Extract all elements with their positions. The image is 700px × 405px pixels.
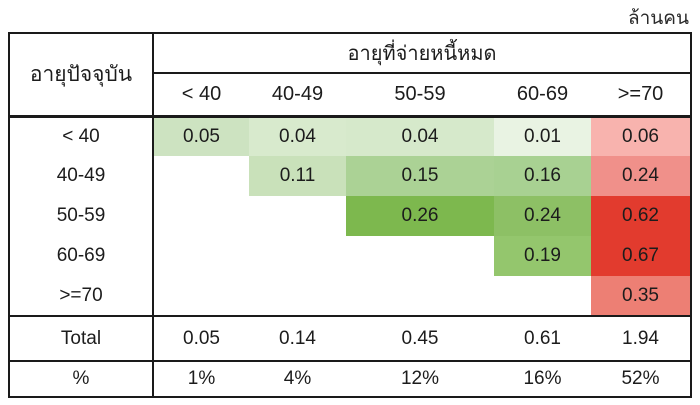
summary-body: Total 0.05 0.14 0.45 0.61 1.94 % 1% 4% 12% 16% 52% xyxy=(9,316,692,397)
col-header: >=70 xyxy=(617,82,664,105)
matrix-cell: 0.24 xyxy=(494,196,591,236)
percent-cell: 52% xyxy=(621,368,660,389)
matrix-row: 40-49 0.11 0.15 0.16 0.24 xyxy=(9,156,692,196)
matrix-cell xyxy=(494,276,591,316)
debt-payoff-age-table: อายุปัจจุบัน อายุที่จ่ายหนี้หมด < 40 40-4… xyxy=(8,32,693,398)
total-row: Total 0.05 0.14 0.45 0.61 1.94 xyxy=(9,316,692,361)
matrix-row: 50-59 0.26 0.24 0.62 xyxy=(9,196,692,236)
percent-cell: 4% xyxy=(283,368,312,389)
matrix-cell: 0.04 xyxy=(249,116,346,156)
col-header: 60-69 xyxy=(516,82,569,105)
matrix-cell: 0.26 xyxy=(346,196,494,236)
matrix-cell: 0.67 xyxy=(591,236,692,276)
row-axis-title: อายุปัจจุบัน xyxy=(9,33,154,116)
row-header: 60-69 xyxy=(9,236,154,276)
row-header: >=70 xyxy=(9,276,154,316)
matrix-row: < 40 0.05 0.04 0.04 0.01 0.06 xyxy=(9,116,692,156)
matrix-cell xyxy=(249,196,346,236)
matrix-cell xyxy=(153,196,249,236)
total-cell: 0.61 xyxy=(524,327,561,349)
unit-label: ล้านคน xyxy=(628,8,689,29)
row-header: 50-59 xyxy=(9,196,154,236)
total-cell: 0.14 xyxy=(279,327,316,349)
percent-label: % xyxy=(9,361,154,397)
col-header: 40-49 xyxy=(271,82,324,105)
matrix-cell xyxy=(153,156,249,196)
matrix-body: < 40 0.05 0.04 0.04 0.01 0.06 40-49 0.11 0.15 0.1… xyxy=(9,116,692,316)
percent-cell: 12% xyxy=(400,368,440,389)
col-header: 50-59 xyxy=(394,82,446,105)
matrix-cell xyxy=(153,236,249,276)
matrix-cell: 0.15 xyxy=(346,156,494,196)
matrix-cell: 0.04 xyxy=(346,116,494,156)
matrix-cell: 0.01 xyxy=(494,116,591,156)
matrix-row: 60-69 0.19 0.67 xyxy=(9,236,692,276)
row-header: < 40 xyxy=(9,116,154,156)
matrix-cell: 0.06 xyxy=(591,116,692,156)
matrix-cell xyxy=(346,276,494,316)
matrix-cell: 0.16 xyxy=(494,156,591,196)
table-header: อายุปัจจุบัน อายุที่จ่ายหนี้หมด < 40 40-4… xyxy=(9,33,692,116)
total-cell: 1.94 xyxy=(622,327,659,349)
total-label: Total xyxy=(9,316,154,361)
col-header: < 40 xyxy=(181,82,222,105)
matrix-cell xyxy=(249,236,346,276)
matrix-row: >=70 0.35 xyxy=(9,276,692,316)
row-header: 40-49 xyxy=(9,156,154,196)
matrix-cell xyxy=(153,276,249,316)
matrix-cell: 0.11 xyxy=(249,156,346,196)
matrix-cell: 0.35 xyxy=(591,276,692,316)
matrix-cell xyxy=(249,276,346,316)
matrix-cell: 0.05 xyxy=(153,116,249,156)
column-header-row: < 40 40-49 50-59 60-69 >=70 xyxy=(9,73,691,116)
matrix-cell: 0.24 xyxy=(591,156,692,196)
col-axis-title: อายุที่จ่ายหนี้หมด xyxy=(153,33,692,74)
percent-cell: 16% xyxy=(523,368,562,389)
matrix-cell: 0.19 xyxy=(494,236,591,276)
matrix-cell: 0.62 xyxy=(591,196,692,236)
total-cell: 0.45 xyxy=(401,327,439,349)
percent-row: % 1% 4% 12% 16% 52% xyxy=(9,361,691,397)
matrix-cell xyxy=(346,236,494,276)
total-cell: 0.05 xyxy=(183,327,220,349)
percent-cell: 1% xyxy=(187,368,216,389)
